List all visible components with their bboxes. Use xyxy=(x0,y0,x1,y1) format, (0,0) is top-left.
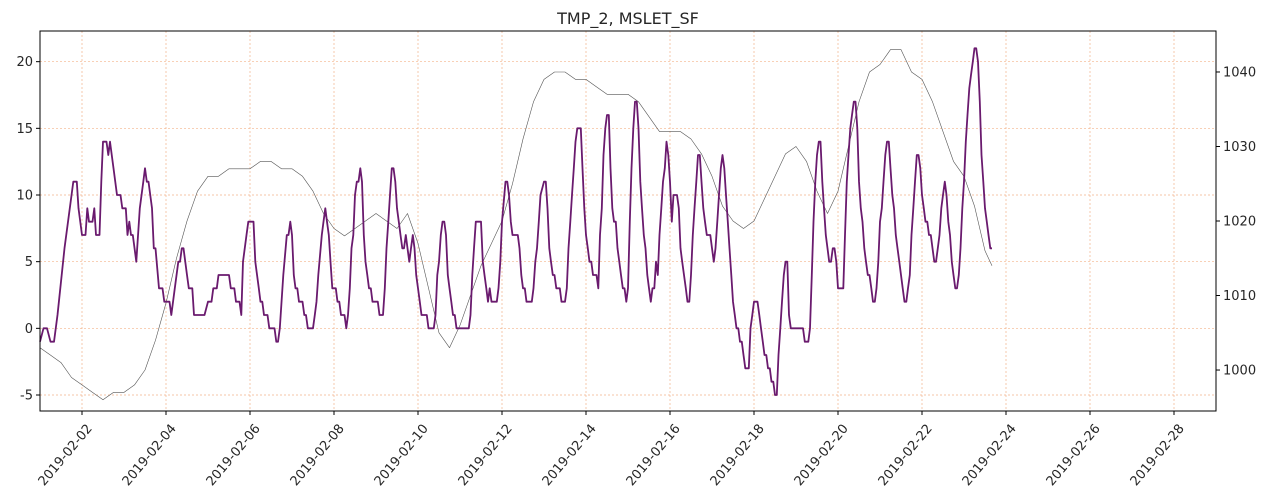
plot-frame xyxy=(39,30,1217,412)
y-tick-label: -5 xyxy=(20,389,33,404)
y-tick-label: 0 xyxy=(25,322,33,337)
y-tick-label: 10 xyxy=(16,189,33,204)
x-tick-label: 2019-02-16 xyxy=(624,422,684,490)
tmp-series-line xyxy=(39,47,992,396)
series-layer xyxy=(39,47,993,401)
x-tick-label: 2019-02-18 xyxy=(708,422,768,490)
chart-title: TMP_2, MSLET_SF xyxy=(556,9,699,29)
x-tick-label: 2019-02-06 xyxy=(204,422,264,490)
x-tick-label: 2019-02-24 xyxy=(960,422,1020,490)
x-tick-label: 2019-02-22 xyxy=(876,422,936,490)
x-tick-label: 2019-02-02 xyxy=(36,422,96,490)
x-tick-label: 2019-02-08 xyxy=(288,422,348,490)
x-tick-label: 2019-02-20 xyxy=(792,422,852,490)
x-tick-label: 2019-02-28 xyxy=(1128,422,1188,490)
y2-tick-label: 1020 xyxy=(1223,215,1256,230)
x-tick-label: 2019-02-10 xyxy=(372,422,432,490)
y2-tick-label: 1000 xyxy=(1223,364,1256,379)
x-tick-label: 2019-02-12 xyxy=(456,422,516,490)
y-tick-label: 15 xyxy=(16,122,33,137)
x-tick-label: 2019-02-26 xyxy=(1044,422,1104,490)
x-tick-label: 2019-02-14 xyxy=(540,422,600,490)
y2-tick-label: 1030 xyxy=(1223,140,1256,155)
y2-tick-label: 1010 xyxy=(1223,289,1256,304)
ticks: 2019-02-02 2019-02-04 2019-02-06 2019-02-08… xyxy=(16,55,1256,489)
grid xyxy=(40,31,1216,411)
x-tick-label: 2019-02-04 xyxy=(120,422,180,490)
y-tick-label: 20 xyxy=(16,55,33,70)
y-tick-label: 5 xyxy=(25,255,33,270)
y2-tick-label: 1040 xyxy=(1223,65,1256,80)
mslet-series-line xyxy=(39,49,993,401)
